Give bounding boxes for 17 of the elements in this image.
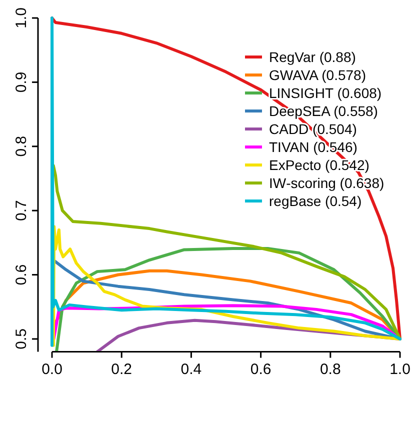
- y-tick-label: 0.5: [13, 328, 30, 350]
- y-tick-label: 0.6: [13, 264, 30, 286]
- x-tick-label: 0.6: [250, 360, 272, 378]
- y-tick-label: 0.8: [13, 136, 30, 157]
- y-tick-label: 0.9: [13, 72, 30, 93]
- y-tick-label: 1.0: [13, 8, 30, 28]
- legend-label: LINSIGHT (0.608): [269, 85, 382, 101]
- x-tick-label: 0.2: [111, 360, 132, 378]
- y-tick-label: 0.7: [13, 200, 30, 222]
- x-tick-label: 0.0: [42, 360, 62, 378]
- legend-label: RegVar (0.88): [269, 49, 356, 65]
- x-tick-label: 0.8: [320, 360, 341, 378]
- legend-label: GWAVA (0.578): [269, 67, 366, 83]
- x-tick-label: 0.4: [180, 360, 202, 378]
- x-tick-label: 1.0: [390, 360, 410, 378]
- legend-label: CADD (0.504): [269, 121, 357, 137]
- legend-label: regBase (0.54): [269, 193, 362, 209]
